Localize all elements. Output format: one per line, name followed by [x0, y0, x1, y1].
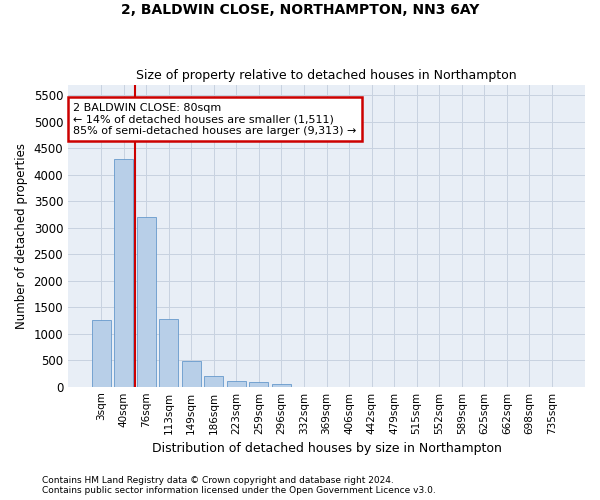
- Bar: [137, 217, 156, 386]
- Bar: [227, 382, 246, 386]
- Bar: [159, 319, 178, 386]
- Title: Size of property relative to detached houses in Northampton: Size of property relative to detached ho…: [136, 69, 517, 82]
- Bar: [114, 159, 133, 386]
- Bar: [204, 376, 223, 386]
- Y-axis label: Number of detached properties: Number of detached properties: [15, 142, 28, 328]
- Bar: [272, 384, 291, 386]
- Text: 2, BALDWIN CLOSE, NORTHAMPTON, NN3 6AY: 2, BALDWIN CLOSE, NORTHAMPTON, NN3 6AY: [121, 2, 479, 16]
- Bar: [182, 361, 201, 386]
- X-axis label: Distribution of detached houses by size in Northampton: Distribution of detached houses by size …: [152, 442, 502, 455]
- Bar: [92, 320, 110, 386]
- Bar: [250, 382, 268, 386]
- Text: Contains HM Land Registry data © Crown copyright and database right 2024.
Contai: Contains HM Land Registry data © Crown c…: [42, 476, 436, 495]
- Text: 2 BALDWIN CLOSE: 80sqm
← 14% of detached houses are smaller (1,511)
85% of semi-: 2 BALDWIN CLOSE: 80sqm ← 14% of detached…: [73, 102, 356, 136]
